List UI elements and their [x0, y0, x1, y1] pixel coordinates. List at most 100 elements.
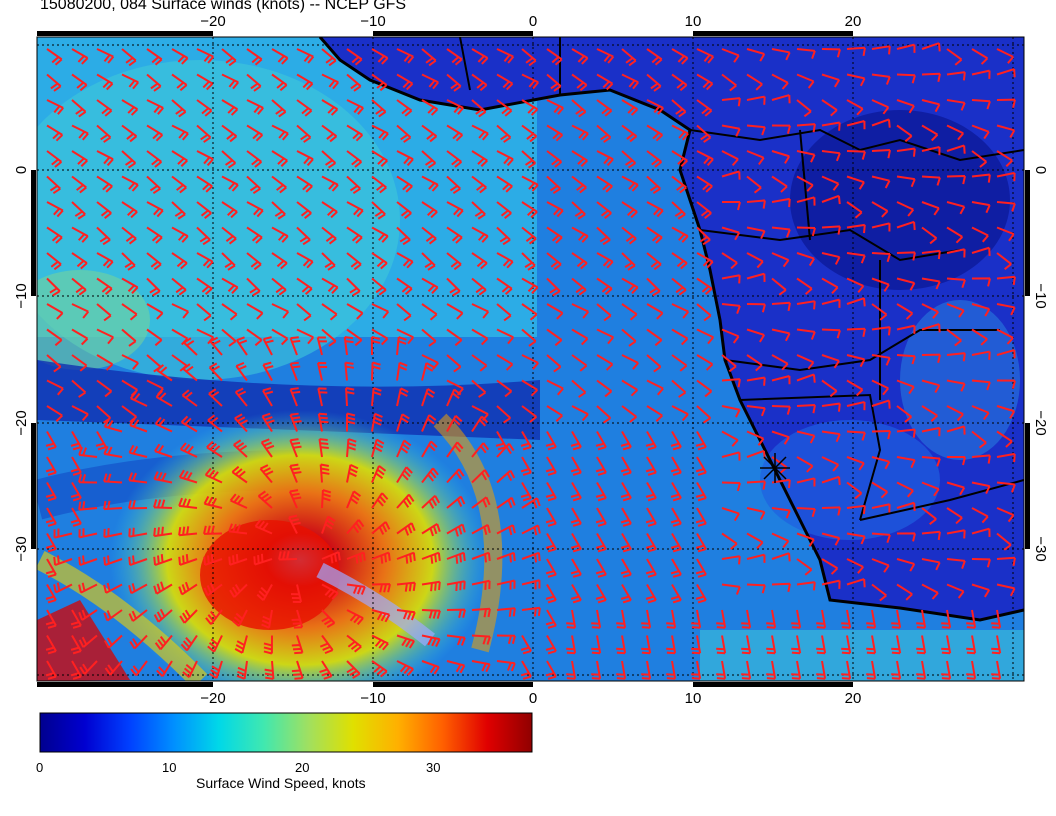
wind-barb [671, 175, 687, 194]
lat-ticks-left: 0 −10 −20 −30 [13, 166, 30, 562]
wind-barb [571, 277, 587, 296]
wind-barb [671, 201, 686, 220]
wind-barb [319, 634, 334, 655]
wind-barb [571, 48, 589, 65]
wind-barb [620, 584, 632, 604]
wind-barb [496, 660, 516, 672]
wind-barb [746, 480, 766, 490]
wind-barb [421, 414, 437, 432]
wind-barb [771, 48, 791, 61]
wind-barb [671, 73, 688, 92]
wind-barb [103, 445, 123, 458]
wind-barb [288, 514, 301, 534]
wind-barb [246, 201, 264, 218]
wind-barb [203, 525, 223, 535]
wind-barb [921, 303, 939, 319]
lon-tick-bottom: 10 [685, 690, 702, 707]
wind-barb [296, 277, 313, 295]
wind-barb [346, 48, 363, 66]
wind-barb [128, 444, 148, 458]
wind-barb [446, 48, 463, 66]
wind-barb [345, 387, 355, 407]
wind-barb [921, 42, 941, 52]
wind-barb [70, 507, 82, 527]
wind-barb [941, 660, 952, 680]
wind-barb [996, 405, 1016, 419]
wind-barb [521, 201, 538, 219]
wind-barb [821, 456, 840, 472]
wind-barb [871, 118, 891, 128]
wind-barb [721, 226, 741, 241]
wind-barb [921, 226, 938, 245]
wind-barb [996, 68, 1016, 78]
wind-barb [471, 150, 488, 167]
wind-barb [971, 507, 989, 524]
wind-barb [545, 507, 557, 527]
wind-barb [371, 150, 388, 167]
wind-barb [153, 471, 173, 484]
wind-barb [971, 246, 991, 257]
wind-barb [46, 175, 61, 195]
wind-barb [921, 481, 940, 497]
wind-barb [446, 551, 466, 564]
wind-barb [78, 446, 98, 458]
wind-barb [670, 558, 682, 578]
wind-barb [371, 551, 391, 564]
wind-barb [546, 328, 563, 347]
wind-barb [741, 609, 752, 629]
wind-barb [260, 438, 275, 458]
wind-barb [871, 222, 891, 232]
wind-barb [746, 303, 766, 313]
wind-barb [846, 354, 866, 368]
wind-barb [966, 609, 977, 629]
wind-barb [182, 660, 198, 679]
wind-barb [621, 379, 639, 397]
wind-barb [696, 252, 714, 269]
wind-barb [146, 201, 164, 218]
wind-barb [616, 609, 627, 629]
wind-barb [621, 48, 637, 67]
wind-barb [471, 660, 491, 673]
wind-barb [595, 482, 607, 502]
wind-barb [671, 99, 687, 118]
wind-barb [178, 469, 198, 484]
wind-barb [45, 507, 57, 527]
wind-barb [991, 635, 1002, 655]
wind-barb [571, 328, 589, 346]
wind-barb [261, 412, 275, 433]
wind-barb [221, 328, 237, 347]
wind-barb [171, 48, 189, 65]
wind-barb [971, 150, 988, 168]
wind-barb [591, 609, 602, 629]
wind-barb [796, 373, 816, 383]
wind-barb [396, 303, 412, 322]
wind-barb [621, 150, 637, 169]
wind-barb [996, 481, 1016, 493]
wind-barb [641, 609, 652, 629]
wind-barb [45, 482, 57, 502]
wind-barb [471, 124, 489, 141]
wind-barb [846, 99, 864, 116]
wind-barb [996, 452, 1016, 463]
wind-barb [371, 252, 388, 270]
wind-barb [259, 464, 274, 484]
wind-barb [128, 500, 148, 510]
wind-barb [45, 558, 57, 578]
wind-barb [571, 99, 587, 118]
wind-barb [421, 494, 441, 509]
wind-barb [289, 361, 301, 381]
wind-barb [196, 48, 215, 64]
wind-barb [846, 327, 866, 337]
wind-barb [846, 400, 866, 411]
wind-barb [271, 99, 287, 118]
wind-barb [70, 431, 82, 451]
wind-barb [296, 303, 312, 322]
wind-barb [771, 252, 790, 268]
wind-barb [921, 507, 937, 525]
wind-barb [221, 277, 239, 295]
wind-barb [716, 609, 727, 629]
wind-barb [545, 482, 557, 502]
wind-barb [396, 252, 414, 269]
wind-barb [321, 175, 339, 192]
wind-barb [156, 660, 173, 678]
